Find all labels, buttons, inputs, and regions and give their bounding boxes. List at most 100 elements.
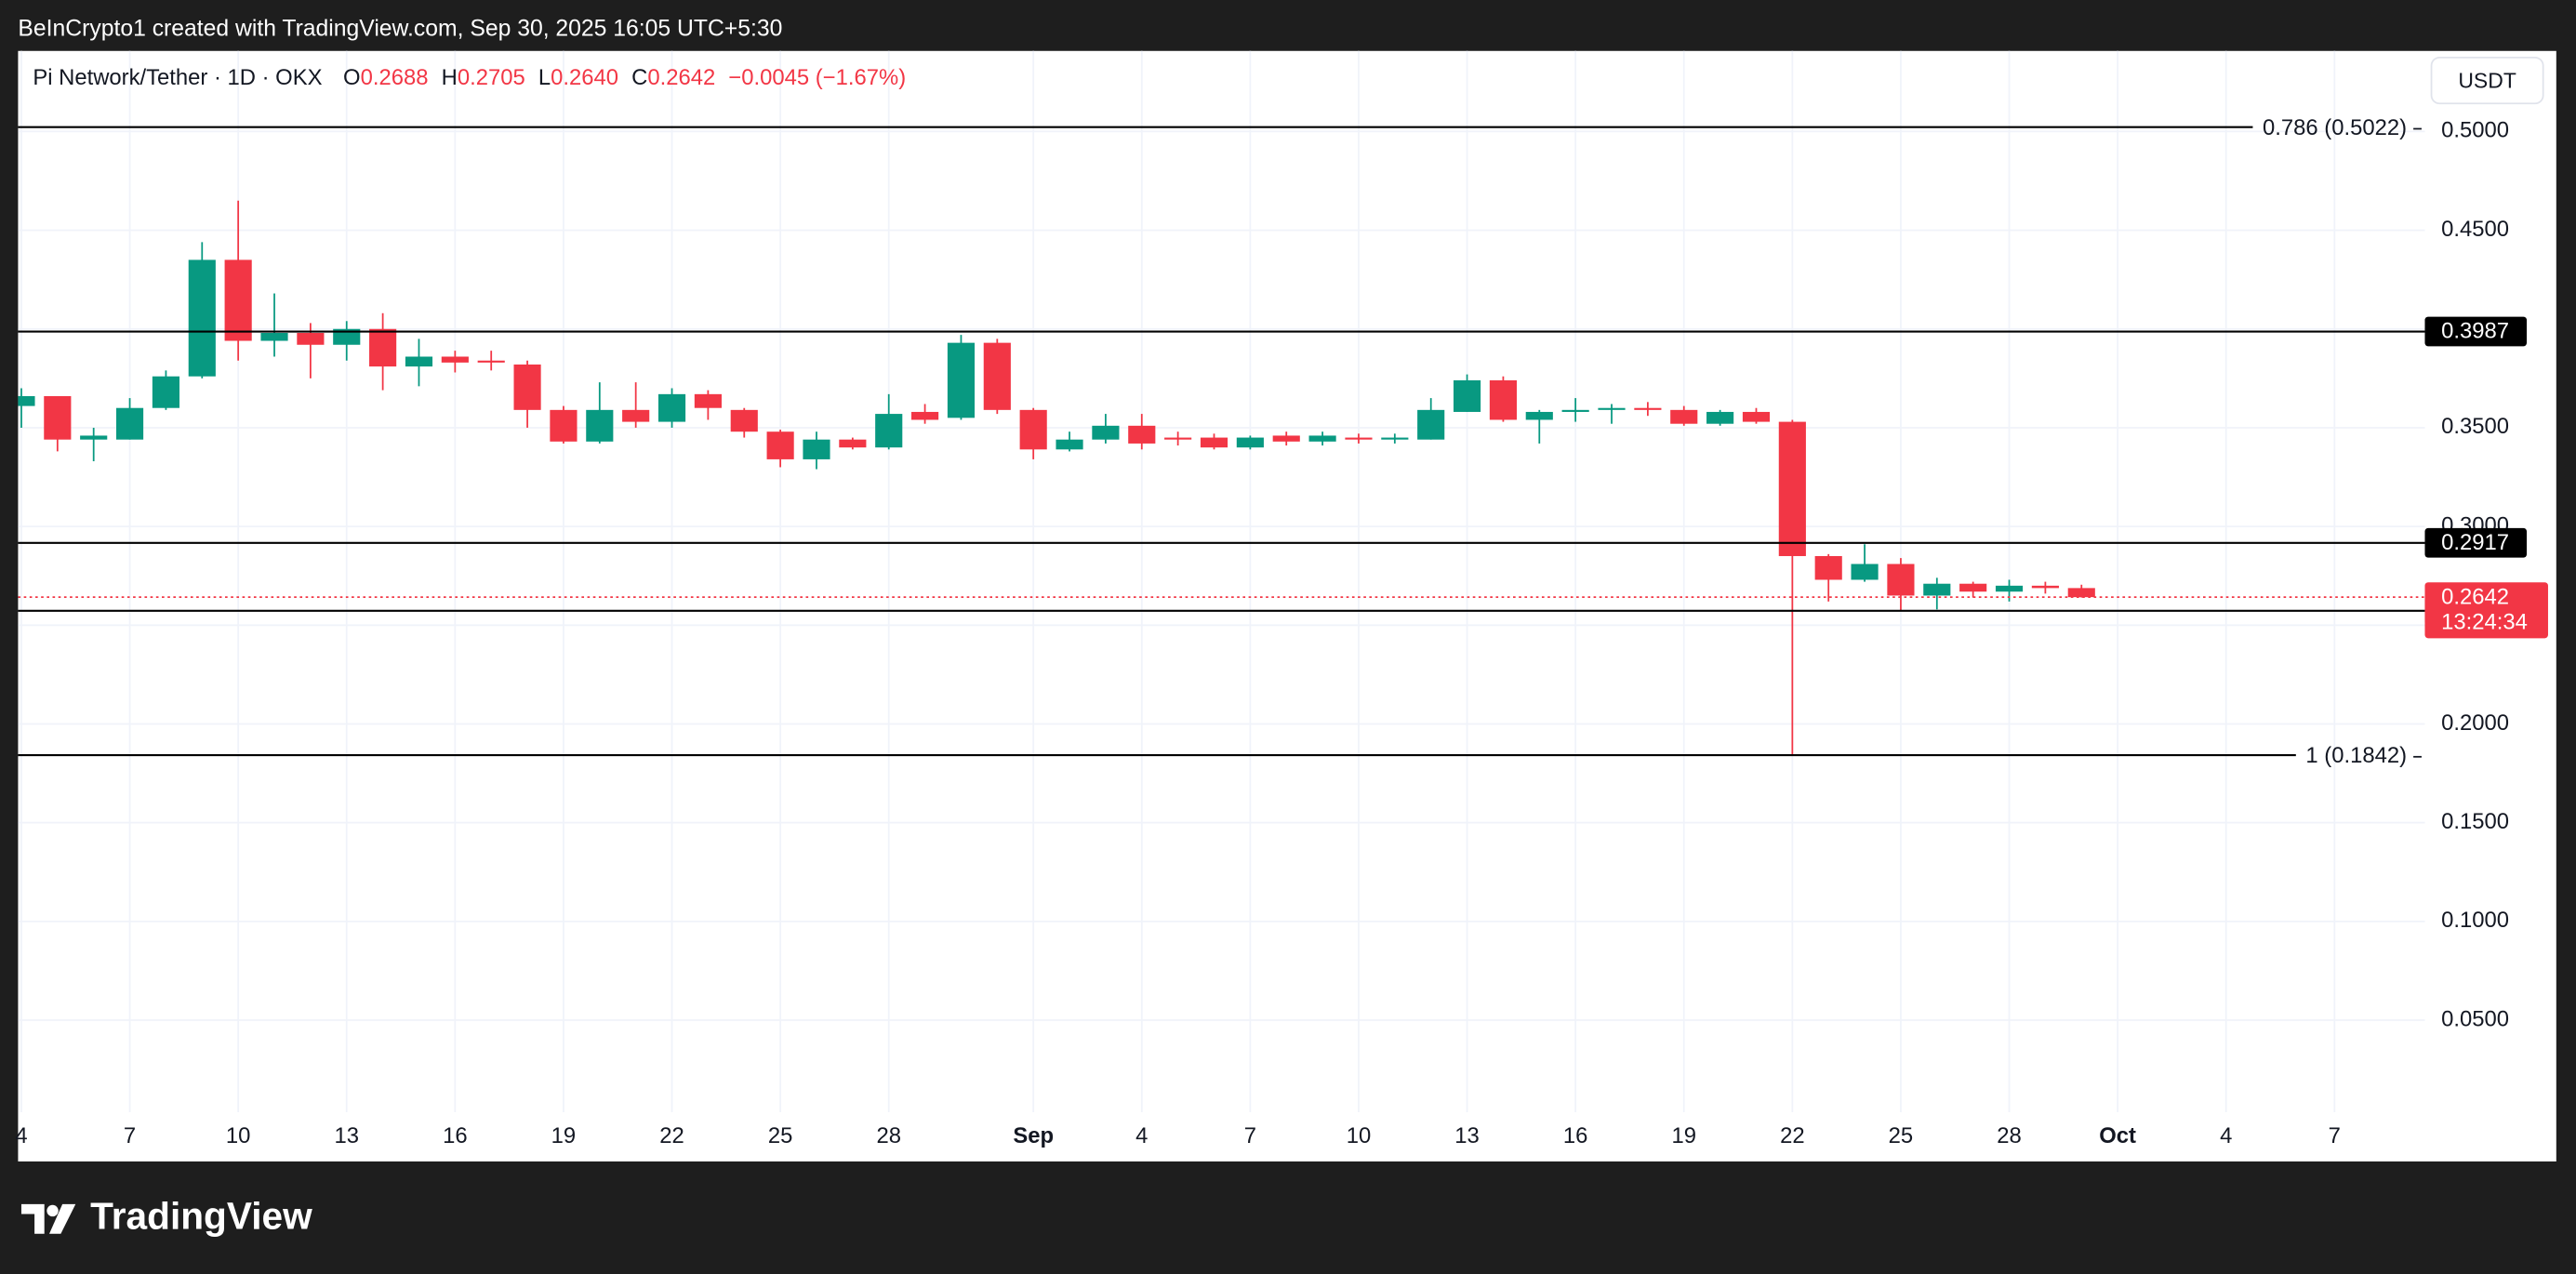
logo-icon (48, 1203, 76, 1234)
candle-body (1851, 564, 1879, 580)
candle-body (550, 409, 578, 442)
x-tick-label: 10 (226, 1123, 251, 1148)
level-tag (2424, 316, 2528, 347)
candle-body (1200, 437, 1228, 448)
candle-body (1128, 425, 1156, 444)
fib-level-label: 1 (0.1842) (2305, 743, 2407, 768)
candle-body (1236, 437, 1264, 448)
x-tick-label: 22 (1780, 1123, 1805, 1148)
candle-body (1959, 583, 1987, 592)
last-price-tag (2424, 582, 2548, 639)
x-tick-label: 13 (334, 1123, 359, 1148)
candle-body (766, 431, 794, 459)
candle-body (1706, 411, 1734, 424)
x-tick-label: 19 (1671, 1123, 1696, 1148)
candle-body (1417, 409, 1445, 440)
currency-box[interactable] (2430, 56, 2544, 105)
legend: Pi Network/Tether · 1D · OKX O0.2688 H0.2… (33, 65, 906, 90)
level-tag-label: 0.3987 (2441, 319, 2509, 344)
x-tick-label: 16 (1563, 1123, 1588, 1148)
candle-body (1634, 407, 1662, 410)
candle-body (18, 395, 35, 406)
level-tag-label: 0.2917 (2441, 530, 2509, 555)
candle-body (2067, 588, 2095, 598)
x-tick-label: 4 (15, 1123, 27, 1148)
ohlc-value: 0.2642 (647, 65, 715, 90)
y-tick-label: 0.5000 (2441, 118, 2509, 143)
y-tick-label: 0.4500 (2441, 217, 2509, 242)
candle-body (1525, 411, 1553, 420)
x-tick-label: 4 (1135, 1123, 1148, 1148)
x-tick-label: 25 (768, 1123, 793, 1148)
candle-body (730, 409, 758, 432)
logo-icon (20, 1203, 45, 1234)
candle-body (803, 439, 830, 459)
candle-body (369, 328, 397, 367)
ohlc-label: L (538, 65, 551, 90)
x-tick-label: 28 (876, 1123, 901, 1148)
candle-body (1164, 437, 1192, 440)
countdown: 13:24:34 (2441, 610, 2528, 635)
candle-body (441, 356, 469, 363)
y-tick-label: 0.1500 (2441, 809, 2509, 834)
candle-body (513, 364, 541, 410)
candle-body (1489, 379, 1517, 420)
candle-body (1561, 409, 1589, 412)
x-tick-label: Sep (1013, 1123, 1054, 1148)
change: −0.0045 (−1.67%) (728, 65, 906, 90)
candle-body (405, 356, 433, 367)
candle-body (333, 328, 361, 345)
y-tick-label: 0.3500 (2441, 414, 2509, 439)
fib-level-label: 0.786 (0.5022) (2263, 115, 2407, 140)
candle-body (1092, 425, 1120, 440)
candle-body (1670, 409, 1698, 424)
y-tick-label: 0.2000 (2441, 710, 2509, 736)
candle-body (657, 393, 686, 422)
ohlc-label: H (442, 65, 458, 90)
candle-body (983, 342, 1011, 410)
candle-body (1272, 435, 1300, 442)
candle-body (115, 407, 144, 440)
candle-body (1923, 583, 1951, 596)
ohlc-value: 0.2688 (361, 65, 429, 90)
symbol: Pi Network/Tether · 1D · OKX (33, 65, 322, 90)
x-tick-label: 16 (443, 1123, 468, 1148)
x-tick-label: 7 (124, 1123, 136, 1148)
y-tick-label: 0.0500 (2441, 1006, 2509, 1031)
candle-body (875, 414, 903, 448)
candle-body (80, 435, 108, 440)
candle-body (1056, 439, 1083, 450)
x-tick-label: 28 (1997, 1123, 2022, 1148)
logo-icon (46, 1204, 59, 1217)
x-tick-label: 25 (1889, 1123, 1914, 1148)
candle-body (260, 333, 288, 341)
last-price-label: 0.2642 (2441, 584, 2509, 609)
candle-body (1598, 407, 1626, 410)
candle-body (1308, 435, 1336, 442)
candle-body (1995, 585, 2024, 592)
currency-button[interactable]: USDT (2430, 56, 2544, 105)
candle-body (224, 259, 252, 341)
attribution: BeInCrypto1 created with TradingView.com… (18, 16, 782, 41)
candle-body (947, 342, 976, 418)
x-tick-label: 7 (2329, 1123, 2341, 1148)
currency-label[interactable]: USDT (2458, 68, 2516, 92)
candle-body (1887, 564, 1915, 596)
x-tick-label: Oct (2099, 1123, 2136, 1148)
candle-body (1345, 437, 1373, 440)
grid (18, 50, 2425, 1112)
x-tick-label: 19 (551, 1123, 577, 1148)
candle-body (44, 395, 72, 440)
candle-body (1381, 437, 1409, 440)
candle-body (1742, 411, 1771, 422)
y-tick-label: 0.1000 (2441, 908, 2509, 933)
candle-body (622, 409, 650, 422)
candle-body (297, 333, 325, 345)
brand-name: TradingView (90, 1195, 312, 1238)
candle-body (152, 376, 179, 408)
ohlc-value: 0.2705 (458, 65, 525, 90)
candle-body (694, 393, 722, 408)
